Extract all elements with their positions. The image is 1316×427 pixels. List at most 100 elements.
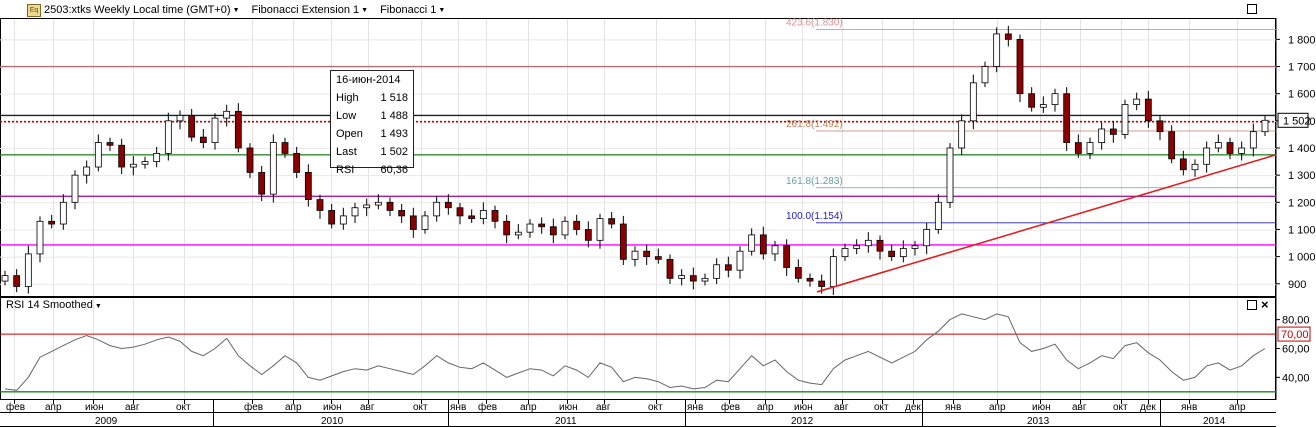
candle-body bbox=[1261, 119, 1269, 133]
month-label: янв bbox=[1181, 402, 1197, 413]
date-axis: фев апр июн авг окт фев апр июн авг окт янв фев апр и… bbox=[6, 400, 1246, 427]
candle-body bbox=[946, 147, 954, 203]
equity-icon[interactable]: Eq bbox=[27, 3, 41, 17]
candle-body bbox=[783, 245, 791, 268]
price-tick-label: 1 700 bbox=[1288, 62, 1316, 74]
candle-body bbox=[771, 245, 779, 255]
grid-lines bbox=[0, 19, 1276, 399]
candle-body bbox=[71, 174, 79, 203]
candle-body bbox=[164, 120, 172, 154]
month-label: июн bbox=[323, 402, 342, 413]
candle-body bbox=[316, 199, 324, 211]
candle-body bbox=[398, 210, 406, 217]
candle-body bbox=[1098, 128, 1106, 143]
candle-body bbox=[36, 220, 44, 255]
candle-body bbox=[1179, 158, 1187, 171]
candle-body bbox=[83, 166, 91, 176]
overbought-label: 70,00 bbox=[1281, 329, 1309, 341]
month-label: дек bbox=[1140, 402, 1156, 413]
candle-body bbox=[759, 234, 767, 255]
month-label: апр bbox=[989, 402, 1006, 413]
price-tick-label: 1 200 bbox=[1288, 197, 1316, 209]
candle-body bbox=[958, 120, 966, 149]
month-label: авг bbox=[1072, 402, 1087, 413]
price-tick-label: 1 100 bbox=[1288, 224, 1316, 236]
candle-body bbox=[223, 110, 231, 119]
candle-body bbox=[1, 275, 9, 282]
rsi-axis: 40,00 60,00 80,00 70,00 bbox=[1276, 315, 1311, 384]
candle-body bbox=[363, 204, 371, 209]
candle-body bbox=[281, 142, 289, 154]
month-label: фев bbox=[6, 401, 25, 413]
candle-body bbox=[211, 117, 219, 143]
candle-body bbox=[993, 33, 1001, 67]
candle-body bbox=[444, 201, 452, 209]
month-label: апр bbox=[757, 402, 774, 413]
year-label: 2012 bbox=[791, 416, 814, 427]
chart-header: Eq 2503:xtks Weekly Local time (GMT+0) ▼ … bbox=[0, 1, 457, 19]
chevron-down-icon: ▼ bbox=[232, 6, 240, 14]
candle-body bbox=[129, 163, 137, 168]
candle-body bbox=[1121, 104, 1129, 135]
candle-body bbox=[176, 115, 184, 122]
candle-body bbox=[293, 153, 301, 173]
fibonacci-label: 161.8(1.283) bbox=[786, 176, 843, 187]
candle-body bbox=[573, 220, 581, 230]
candle-body bbox=[13, 275, 21, 287]
month-label: апр bbox=[285, 402, 302, 413]
chevron-down-icon: ▼ bbox=[361, 6, 369, 14]
candle-body bbox=[48, 220, 56, 225]
candle-body bbox=[631, 250, 639, 260]
close-icon[interactable]: × bbox=[1261, 297, 1269, 312]
candle-body bbox=[643, 250, 651, 258]
candle-body bbox=[689, 275, 697, 282]
candle-body bbox=[386, 201, 394, 211]
candle-body bbox=[538, 223, 546, 228]
month-label: фев bbox=[478, 401, 497, 413]
horizontal-levels bbox=[0, 65, 1276, 246]
candle-body bbox=[1063, 93, 1071, 143]
maximize-rsi-panel-button[interactable] bbox=[1247, 300, 1257, 310]
study-fibonacci-extension[interactable]: Fibonacci Extension 1 ▼ bbox=[251, 4, 369, 16]
price-tick-label: 1 000 bbox=[1288, 252, 1316, 264]
candle-body bbox=[619, 223, 627, 260]
rsi-panel-header[interactable]: RSI 14 Smoothed ▼ bbox=[6, 299, 102, 311]
candle-body bbox=[199, 136, 207, 143]
candle-body bbox=[864, 239, 872, 247]
rsi-tick-label: 60,00 bbox=[1282, 344, 1310, 356]
candle-body bbox=[888, 250, 896, 258]
candle-body bbox=[258, 172, 266, 195]
month-label: окт bbox=[648, 402, 663, 413]
candle-body bbox=[1144, 98, 1152, 122]
month-label: июн bbox=[85, 402, 104, 413]
study-fibonacci[interactable]: Fibonacci 1 ▼ bbox=[380, 4, 446, 16]
candle-body bbox=[596, 218, 604, 241]
candle-body bbox=[374, 201, 382, 206]
candle-body bbox=[969, 82, 977, 122]
month-label: дек bbox=[905, 402, 921, 413]
rsi-panel-frame bbox=[0, 297, 1276, 400]
candle-body bbox=[491, 210, 499, 222]
candle-body bbox=[806, 277, 814, 282]
candle-body bbox=[561, 220, 569, 236]
candle-body bbox=[1133, 98, 1141, 105]
candle-body bbox=[666, 258, 674, 279]
month-label: июн bbox=[559, 402, 578, 413]
maximize-price-panel-button[interactable] bbox=[1247, 4, 1257, 14]
candle-body bbox=[468, 215, 476, 220]
month-label: апр bbox=[1229, 402, 1246, 413]
overbought-marker bbox=[1277, 326, 1311, 342]
symbol-title[interactable]: 2503:xtks Weekly Local time (GMT+0) ▼ bbox=[44, 4, 240, 16]
month-label: авг bbox=[596, 402, 611, 413]
candle-body bbox=[339, 215, 347, 225]
chevron-down-icon: ▼ bbox=[94, 303, 102, 310]
month-label: окт bbox=[176, 402, 191, 413]
candle-body bbox=[479, 210, 487, 220]
candle-body bbox=[584, 229, 592, 241]
candle-body bbox=[514, 231, 522, 236]
candle-body bbox=[269, 142, 277, 195]
candle-body bbox=[1168, 131, 1176, 160]
